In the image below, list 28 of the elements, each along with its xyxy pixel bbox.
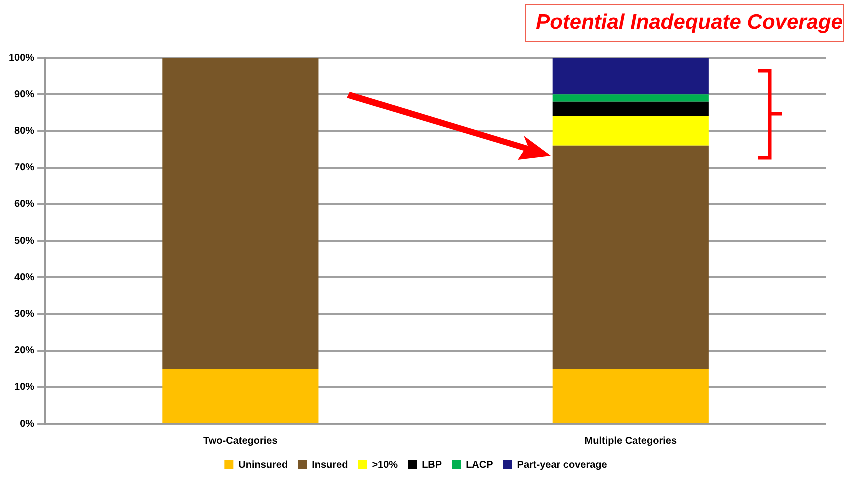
y-tick-label: 50%	[14, 236, 35, 247]
bar	[162, 58, 319, 370]
bar	[552, 369, 709, 423]
legend-label: >10%	[372, 460, 398, 471]
y-tick-label: 20%	[14, 346, 35, 357]
y-tick-label: 40%	[14, 272, 35, 284]
bar	[552, 58, 709, 95]
legend-label: LACP	[466, 460, 494, 471]
legend-label: LBP	[422, 460, 442, 471]
chart-title: Potential Inadequate Coverage	[525, 4, 844, 42]
y-tick-label: 60%	[14, 199, 35, 210]
y-tick-label: 10%	[14, 382, 35, 394]
x-tick-label: Multiple Categories	[584, 436, 678, 447]
legend-label: Uninsured	[238, 460, 288, 471]
y-tick-label: 30%	[14, 308, 35, 320]
legend-label: Part-year coverage	[517, 460, 608, 471]
y-tick-label: 90%	[14, 89, 35, 100]
legend-label: Insured	[312, 460, 348, 471]
bar	[162, 369, 319, 423]
bar	[552, 102, 709, 117]
y-tick-label: 80%	[14, 126, 35, 137]
bar	[552, 94, 709, 102]
x-tick-label: Two-Categories	[204, 436, 278, 447]
y-tick-label: 100%	[9, 52, 35, 64]
bar	[552, 146, 709, 370]
bar	[552, 116, 709, 146]
y-tick-label: 0%	[20, 418, 35, 430]
y-tick-label: 70%	[14, 162, 35, 174]
